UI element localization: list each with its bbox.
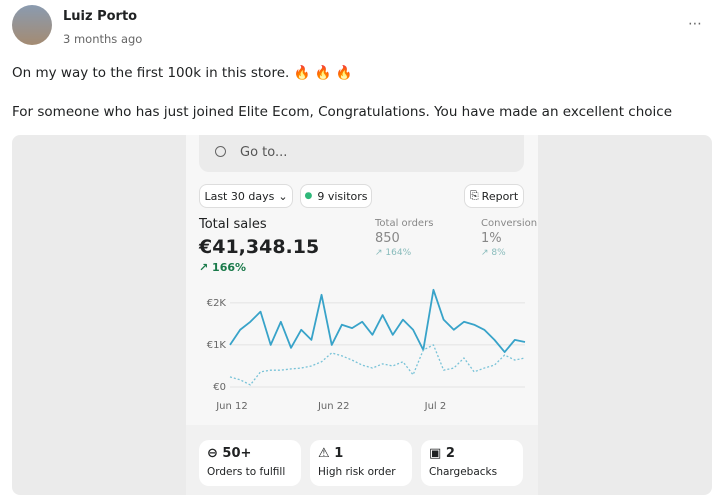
search-box[interactable] [199, 135, 524, 172]
stat-card[interactable]: ▣ 2 Chargebacks [421, 440, 523, 486]
metric-change: ↗ 8% [481, 248, 506, 258]
series-line [229, 344, 526, 386]
report-label: Report [481, 189, 519, 203]
author[interactable]: Luiz Porto [63, 9, 138, 24]
metric-value: 1% [481, 231, 502, 246]
card-value: 50+ [222, 446, 252, 461]
metric-label: Total sales [199, 217, 267, 232]
date-filter-label: Last 30 days [204, 189, 275, 203]
metric-change-value: 166% [212, 261, 247, 274]
stat-card[interactable]: ⚠ 1 High risk order [310, 440, 412, 486]
post-text: For someone who has just joined Elite Ec… [12, 104, 673, 120]
x-tick-label: Jun 12 [215, 401, 248, 412]
metric-change-value: 164% [385, 248, 412, 258]
report-button[interactable]: ⎘ Report [464, 184, 524, 208]
x-tick-label: Jun 22 [317, 401, 350, 412]
avatar[interactable] [12, 5, 52, 45]
series-line [229, 288, 526, 353]
metric-label: Conversion [481, 218, 538, 229]
metric-value: €41,348.15 [199, 236, 320, 258]
metric-change-value: 8% [491, 248, 506, 258]
search-placeholder[interactable]: Go to... [240, 145, 288, 160]
x-tick-label: Jul 2 [424, 401, 447, 412]
card-label: Orders to fulfill [207, 466, 286, 478]
dashboard [186, 135, 538, 425]
metric-label: Total orders [375, 218, 434, 229]
y-tick-label: €0 [213, 382, 226, 393]
metric-value: 850 [375, 231, 400, 246]
card-label: Chargebacks [429, 466, 498, 478]
post-text: On my way to the first 100k in this stor… [12, 65, 353, 81]
card-value: 2 [445, 446, 455, 461]
card-value: 1 [334, 446, 344, 461]
card-label: High risk order [318, 466, 396, 478]
search-icon [215, 146, 226, 157]
visitors-chip[interactable]: ● 9 visitors [300, 184, 372, 208]
y-tick-label: €1K [207, 340, 227, 351]
metric-change: ↗ 166% [199, 261, 247, 274]
date-filter[interactable]: Last 30 days ⌄ [199, 184, 293, 208]
stat-card[interactable]: ⊖ 50+ Orders to fulfill [199, 440, 301, 486]
more-menu[interactable]: ⋯ [688, 16, 702, 32]
metric-change: ↗ 164% [375, 248, 412, 258]
y-tick-label: €2K [207, 298, 227, 309]
timestamp: 3 months ago [63, 32, 143, 46]
sales-chart: €0 €1K €2K Jun 12 Jun 22 Jul 2 [207, 288, 526, 412]
visitors-label: 9 visitors [317, 189, 368, 203]
